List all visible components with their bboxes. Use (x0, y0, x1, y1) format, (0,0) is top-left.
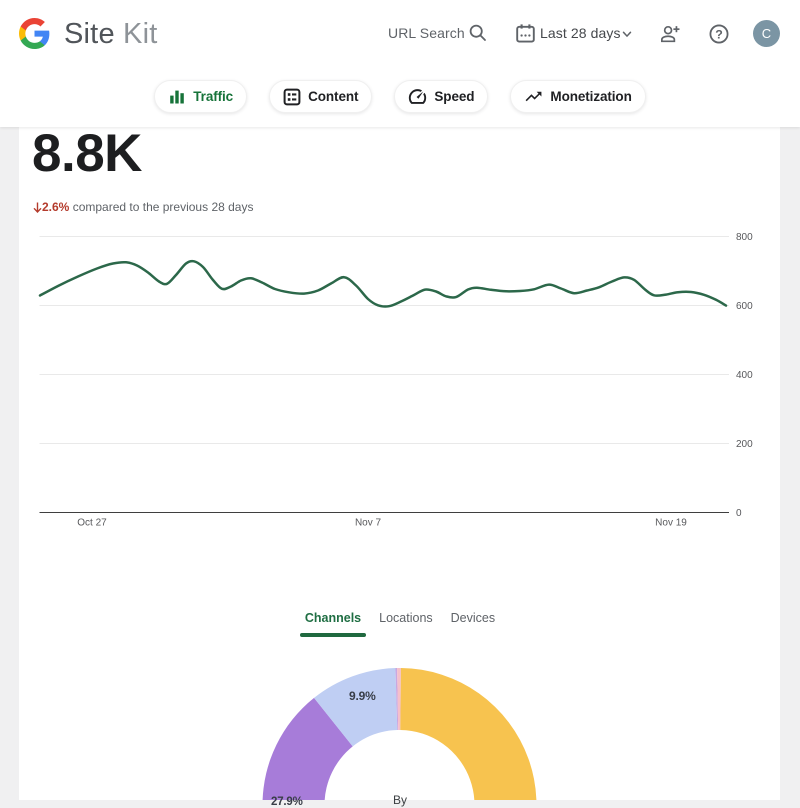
svg-text:0: 0 (736, 508, 742, 519)
svg-text:Nov 19: Nov 19 (655, 518, 687, 529)
svg-text:Nov 7: Nov 7 (355, 518, 382, 529)
svg-text:Oct 27: Oct 27 (77, 518, 107, 529)
svg-text:?: ? (715, 27, 723, 41)
svg-text:800: 800 (736, 232, 753, 243)
svg-text:200: 200 (736, 439, 753, 450)
svg-text:400: 400 (736, 370, 753, 381)
svg-text:600: 600 (736, 301, 753, 312)
